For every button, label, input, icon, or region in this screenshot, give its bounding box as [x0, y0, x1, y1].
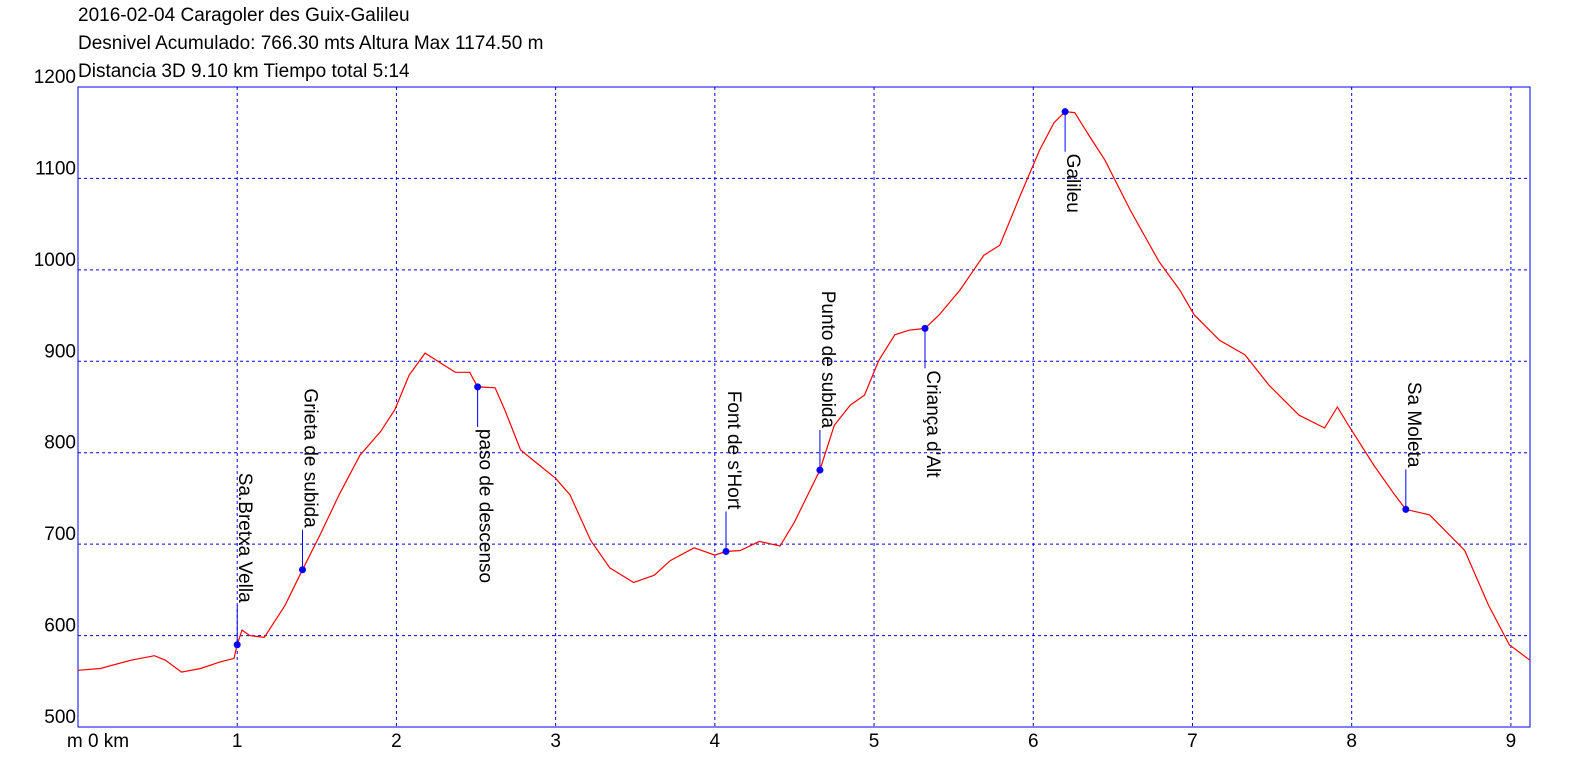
x-tick-label: 5: [869, 731, 880, 752]
x-tick-label: 3: [550, 731, 561, 752]
waypoint-marker: [921, 324, 929, 332]
annotation-label: paso de descenso: [475, 429, 496, 583]
chart-subtitle: Distancia 3D 9.10 km Tiempo total 5:14: [78, 61, 410, 82]
waypoint-marker: [1402, 505, 1410, 513]
y-tick-label: 1200: [34, 67, 76, 88]
x-tick-label: m 0 km: [67, 731, 129, 752]
annotation-label: Sa Moleta: [1403, 382, 1424, 468]
x-tick-label: 7: [1187, 731, 1198, 752]
y-tick-label: 600: [44, 616, 76, 637]
annotation-label: Sa.Bretxa Vella: [234, 473, 255, 603]
x-tick-label: 8: [1346, 731, 1357, 752]
annotation-label: Criança d'Alt: [922, 370, 943, 478]
waypoint-marker: [816, 466, 824, 474]
waypoint-marker: [298, 566, 306, 574]
waypoint-marker: [474, 383, 482, 391]
y-tick-label: 500: [44, 707, 76, 728]
waypoint-marker: [233, 641, 241, 649]
chart-title: 2016-02-04 Caragoler des Guix-Galileu: [78, 5, 410, 26]
x-tick-label: 4: [710, 731, 721, 752]
y-tick-label: 1000: [34, 250, 76, 271]
x-tick-label: 2: [391, 731, 402, 752]
waypoint-marker: [722, 547, 730, 555]
y-tick-label: 700: [44, 524, 76, 545]
annotation-label: Galileu: [1062, 154, 1083, 213]
elevation-line: [77, 111, 1531, 673]
annotation-label: Grieta de subida: [299, 388, 320, 528]
y-tick-label: 800: [44, 433, 76, 454]
waypoint-marker: [1061, 108, 1069, 116]
y-tick-label: 1100: [35, 158, 76, 179]
y-tick-label: 900: [44, 341, 76, 362]
x-tick-label: 6: [1028, 731, 1039, 752]
chart-subtitle: Desnivel Acumulado: 766.30 mts Altura Ma…: [78, 33, 543, 54]
annotation-label: Punto de subida: [817, 291, 838, 429]
annotation-label: Font de s'Hort: [723, 391, 744, 510]
plot-border: [77, 86, 1531, 728]
x-tick-label: 9: [1506, 731, 1517, 752]
x-tick-label: 1: [232, 731, 243, 752]
